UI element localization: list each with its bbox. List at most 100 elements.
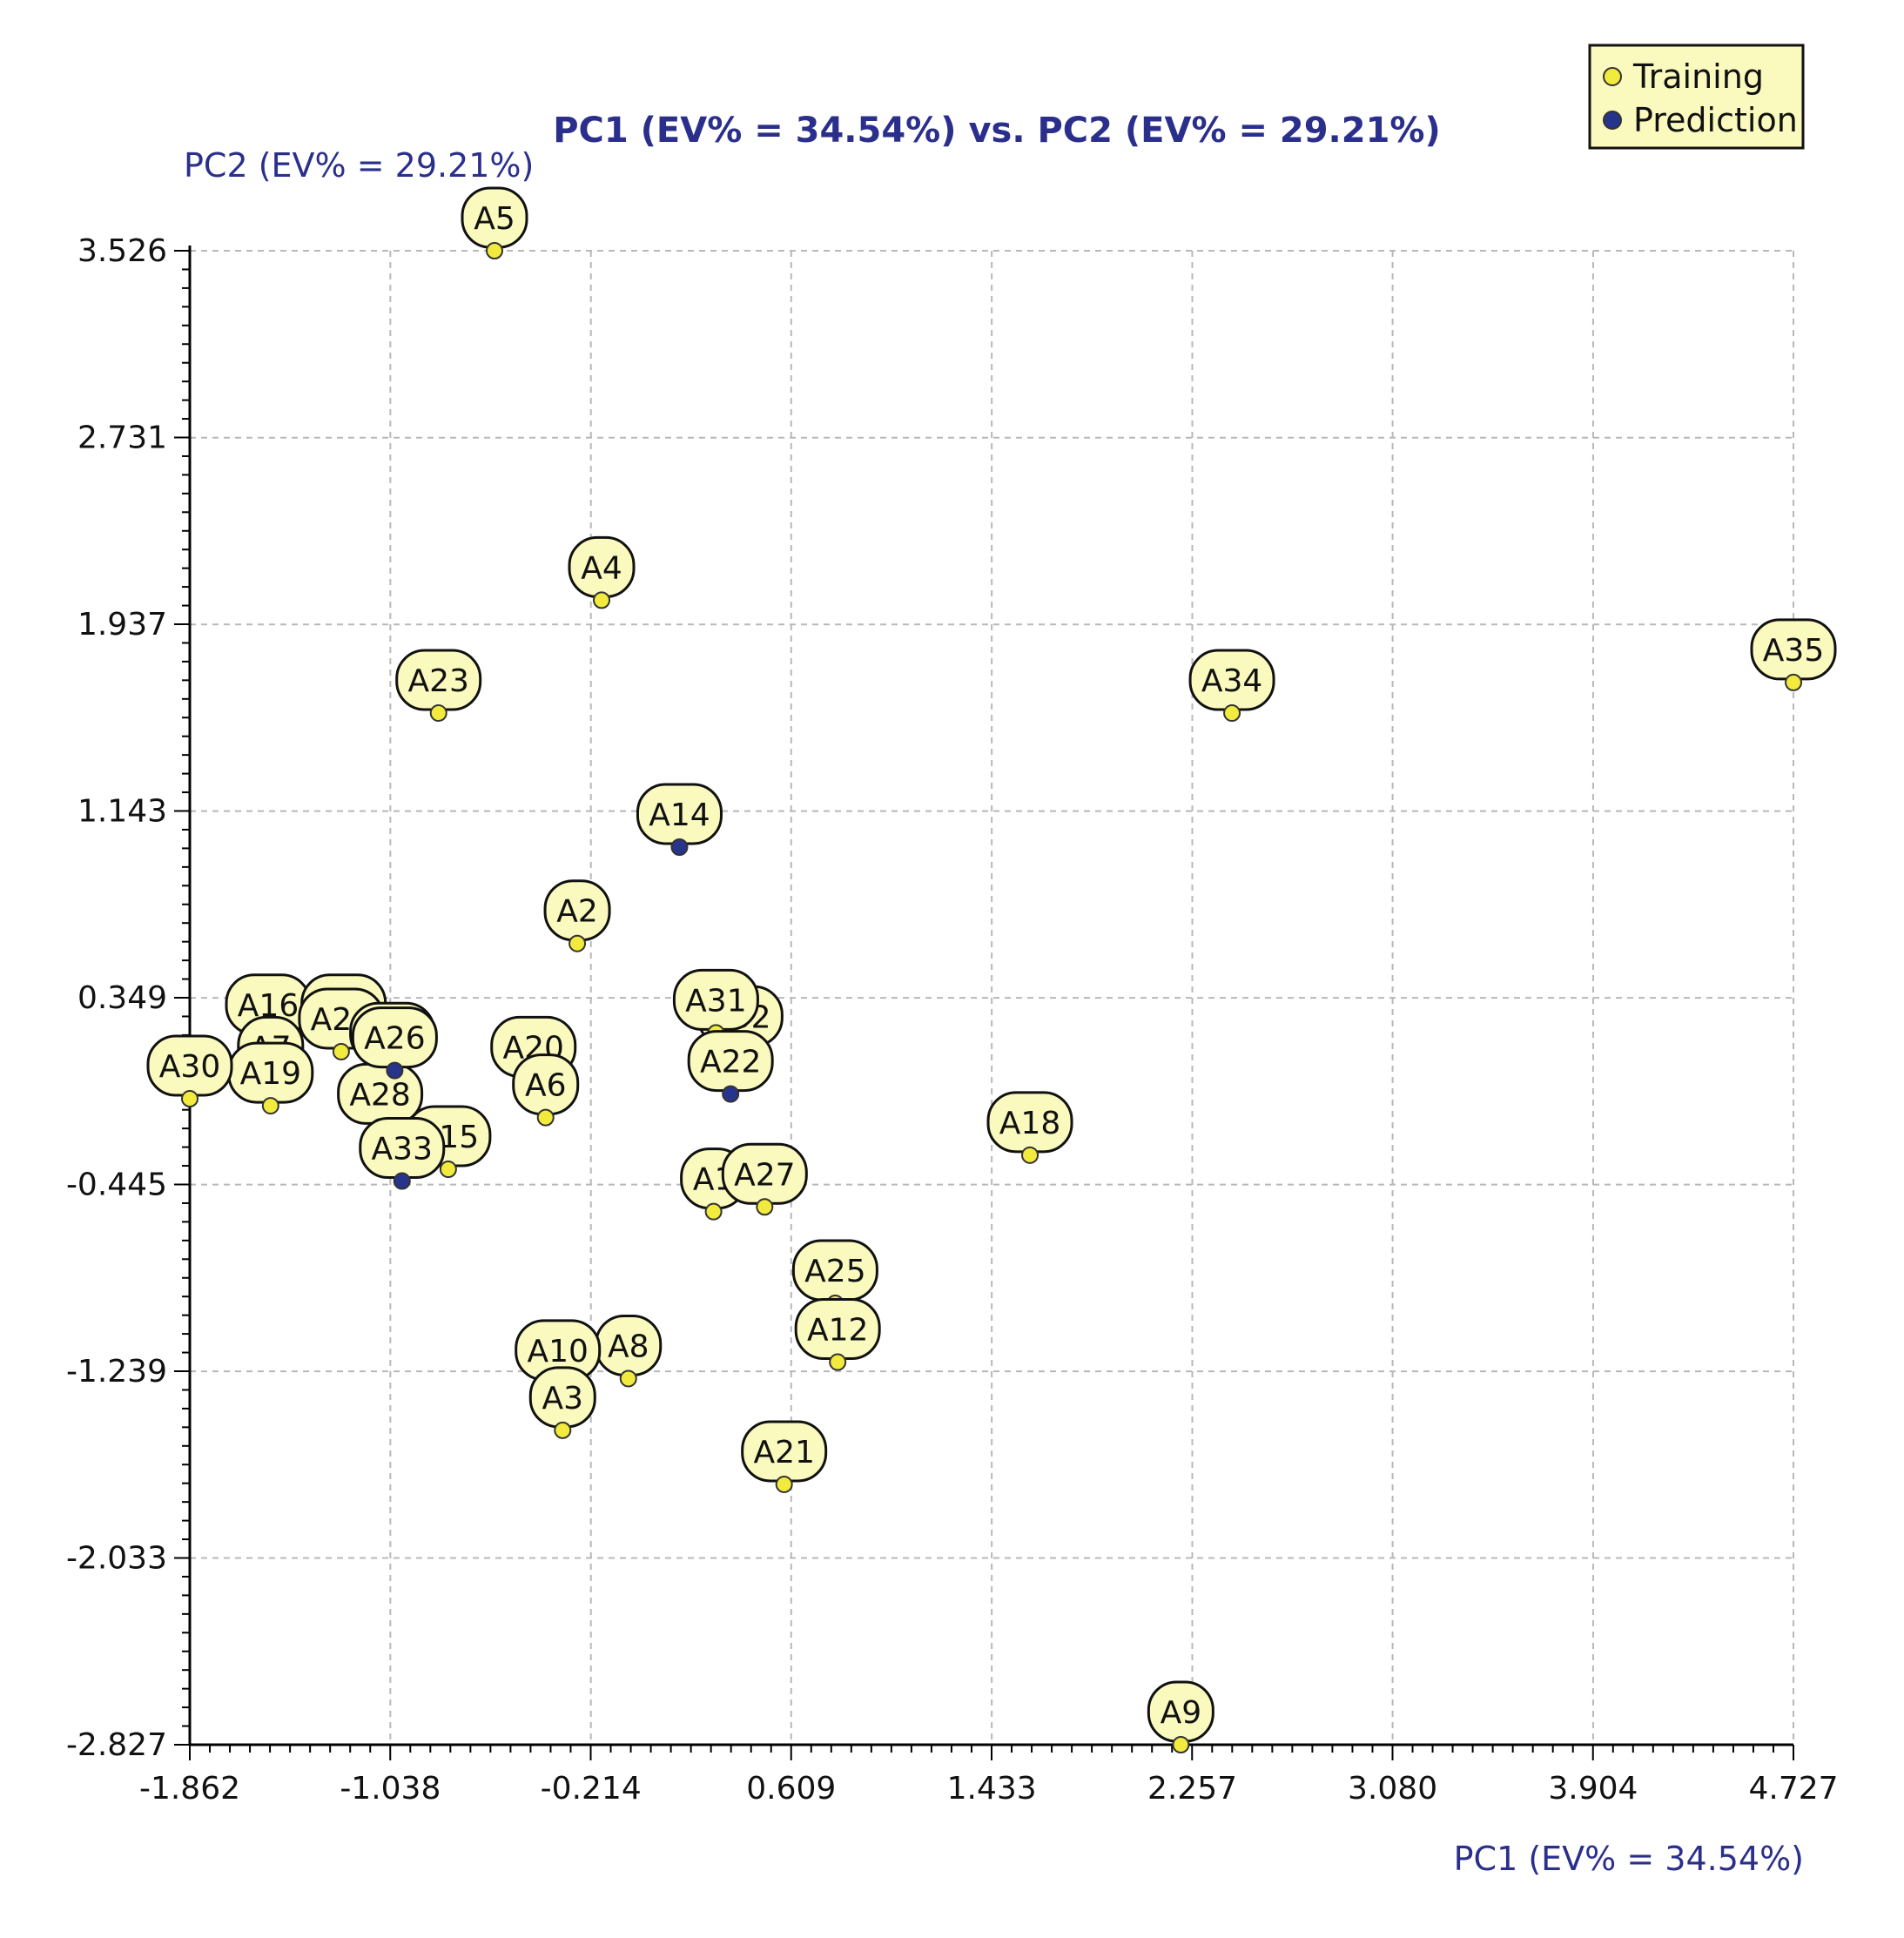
data-point-a26: A26	[351, 1006, 438, 1080]
data-point-a30: A30	[146, 1034, 233, 1108]
point-marker	[486, 242, 504, 259]
y-tick-label: -0.445	[66, 1168, 167, 1203]
point-label: A22	[700, 1045, 761, 1080]
point-label: A27	[734, 1157, 795, 1193]
y-tick-label: 0.349	[77, 980, 167, 1016]
data-point-a18: A18	[986, 1091, 1073, 1164]
point-label: A19	[240, 1056, 301, 1092]
legend-marker-training	[1603, 67, 1622, 86]
point-marker	[775, 1475, 793, 1493]
point-label: A28	[349, 1077, 410, 1113]
point-label: A9	[1161, 1695, 1202, 1731]
point-label: A25	[804, 1254, 865, 1289]
point-label: A35	[1763, 633, 1824, 669]
point-marker	[829, 1353, 847, 1371]
point-label: A21	[753, 1435, 814, 1470]
point-label: A3	[542, 1381, 584, 1416]
data-point-a24: A24	[298, 987, 385, 1060]
x-tick-label: -1.038	[340, 1771, 441, 1807]
y-axis-title: PC2 (EV% = 29.21%)	[184, 146, 534, 185]
tick-labels: -1.862 -1.038 -0.214 0.609 1.433 2.257 3.080 3.…	[66, 233, 1839, 1807]
point-marker	[593, 591, 611, 609]
x-tick-label: 4.727	[1748, 1771, 1838, 1807]
point-marker	[704, 1202, 723, 1221]
data-point-a35: A35	[1750, 618, 1837, 691]
data-point-a19: A19	[227, 1041, 314, 1115]
y-tick-label: -1.239	[66, 1354, 167, 1390]
point-label: A8	[608, 1329, 649, 1364]
data-point-a3: A3	[528, 1366, 596, 1439]
y-tick-label: -2.033	[66, 1541, 167, 1577]
point-marker	[722, 1085, 740, 1103]
point-label: A14	[649, 797, 710, 833]
y-tick-label: 2.731	[77, 421, 167, 456]
x-tick-label: 3.080	[1348, 1771, 1437, 1807]
point-label: A30	[159, 1049, 220, 1085]
point-marker	[1223, 704, 1241, 723]
point-marker	[619, 1369, 637, 1388]
point-marker	[554, 1421, 572, 1439]
data-point-a5: A5	[461, 186, 528, 259]
data-point-a25: A25	[791, 1239, 878, 1313]
point-label: A31	[685, 983, 746, 1019]
point-label: A34	[1201, 663, 1262, 699]
legend-label-training: Training	[1632, 57, 1764, 96]
y-tick-label: 1.143	[77, 794, 167, 830]
data-point-a34: A34	[1188, 649, 1275, 723]
y-tick-label: 3.526	[77, 233, 167, 269]
x-tick-label: -1.862	[139, 1771, 240, 1807]
point-label: A10	[527, 1334, 588, 1369]
point-label: A6	[525, 1068, 567, 1104]
point-marker	[393, 1172, 411, 1190]
data-point-a33: A33	[359, 1117, 446, 1190]
point-marker	[181, 1090, 198, 1108]
chart-title: PC1 (EV% = 34.54%) vs. PC2 (EV% = 29.21%…	[553, 111, 1441, 151]
data-point-a22: A22	[687, 1030, 774, 1103]
x-tick-label: 2.257	[1147, 1771, 1237, 1807]
data-point-a14: A14	[636, 783, 723, 856]
point-label: A4	[581, 550, 622, 586]
x-axis-title: PC1 (EV% = 34.54%)	[1454, 1840, 1804, 1878]
point-marker	[670, 838, 689, 856]
point-label: A18	[999, 1106, 1060, 1141]
point-marker	[756, 1198, 774, 1216]
data-point-a23: A23	[395, 649, 482, 723]
point-label: A5	[474, 201, 515, 237]
point-marker	[1785, 673, 1802, 691]
point-label: A26	[364, 1021, 425, 1057]
legend-marker-prediction	[1603, 111, 1622, 130]
legend-label-prediction: Prediction	[1633, 101, 1798, 139]
grid	[190, 250, 1794, 1745]
data-point-a8: A8	[595, 1314, 663, 1388]
point-label: A12	[807, 1313, 868, 1349]
data-points: A5A4A23A35A34A2A16A13A24A11A7A19A30A28A2…	[146, 186, 1837, 1753]
x-tick-label: 1.433	[947, 1771, 1037, 1807]
y-tick-label: -2.827	[66, 1727, 167, 1763]
point-label: A2	[556, 894, 598, 930]
axes	[174, 246, 1794, 1760]
legend: Training Prediction	[1588, 44, 1805, 150]
point-marker	[261, 1097, 279, 1115]
data-point-a9: A9	[1147, 1680, 1214, 1753]
data-point-a21: A21	[741, 1420, 828, 1493]
point-label: A23	[407, 663, 468, 699]
y-tick-label: 1.937	[77, 607, 167, 643]
data-point-a2: A2	[543, 879, 611, 952]
point-marker	[1021, 1146, 1039, 1164]
data-point-a6: A6	[512, 1053, 580, 1127]
point-marker	[569, 934, 587, 952]
point-marker	[332, 1042, 350, 1060]
point-label: A33	[372, 1132, 433, 1168]
x-tick-label: -0.214	[541, 1771, 642, 1807]
point-marker	[386, 1061, 404, 1080]
point-marker	[1172, 1736, 1190, 1753]
legend-box	[1588, 44, 1805, 150]
x-tick-label: 3.904	[1548, 1771, 1638, 1807]
point-marker	[429, 704, 447, 723]
x-tick-label: 0.609	[746, 1771, 836, 1807]
point-marker	[439, 1161, 457, 1179]
data-point-a27: A27	[721, 1142, 808, 1216]
point-marker	[536, 1108, 555, 1127]
data-point-a4: A4	[568, 535, 636, 609]
